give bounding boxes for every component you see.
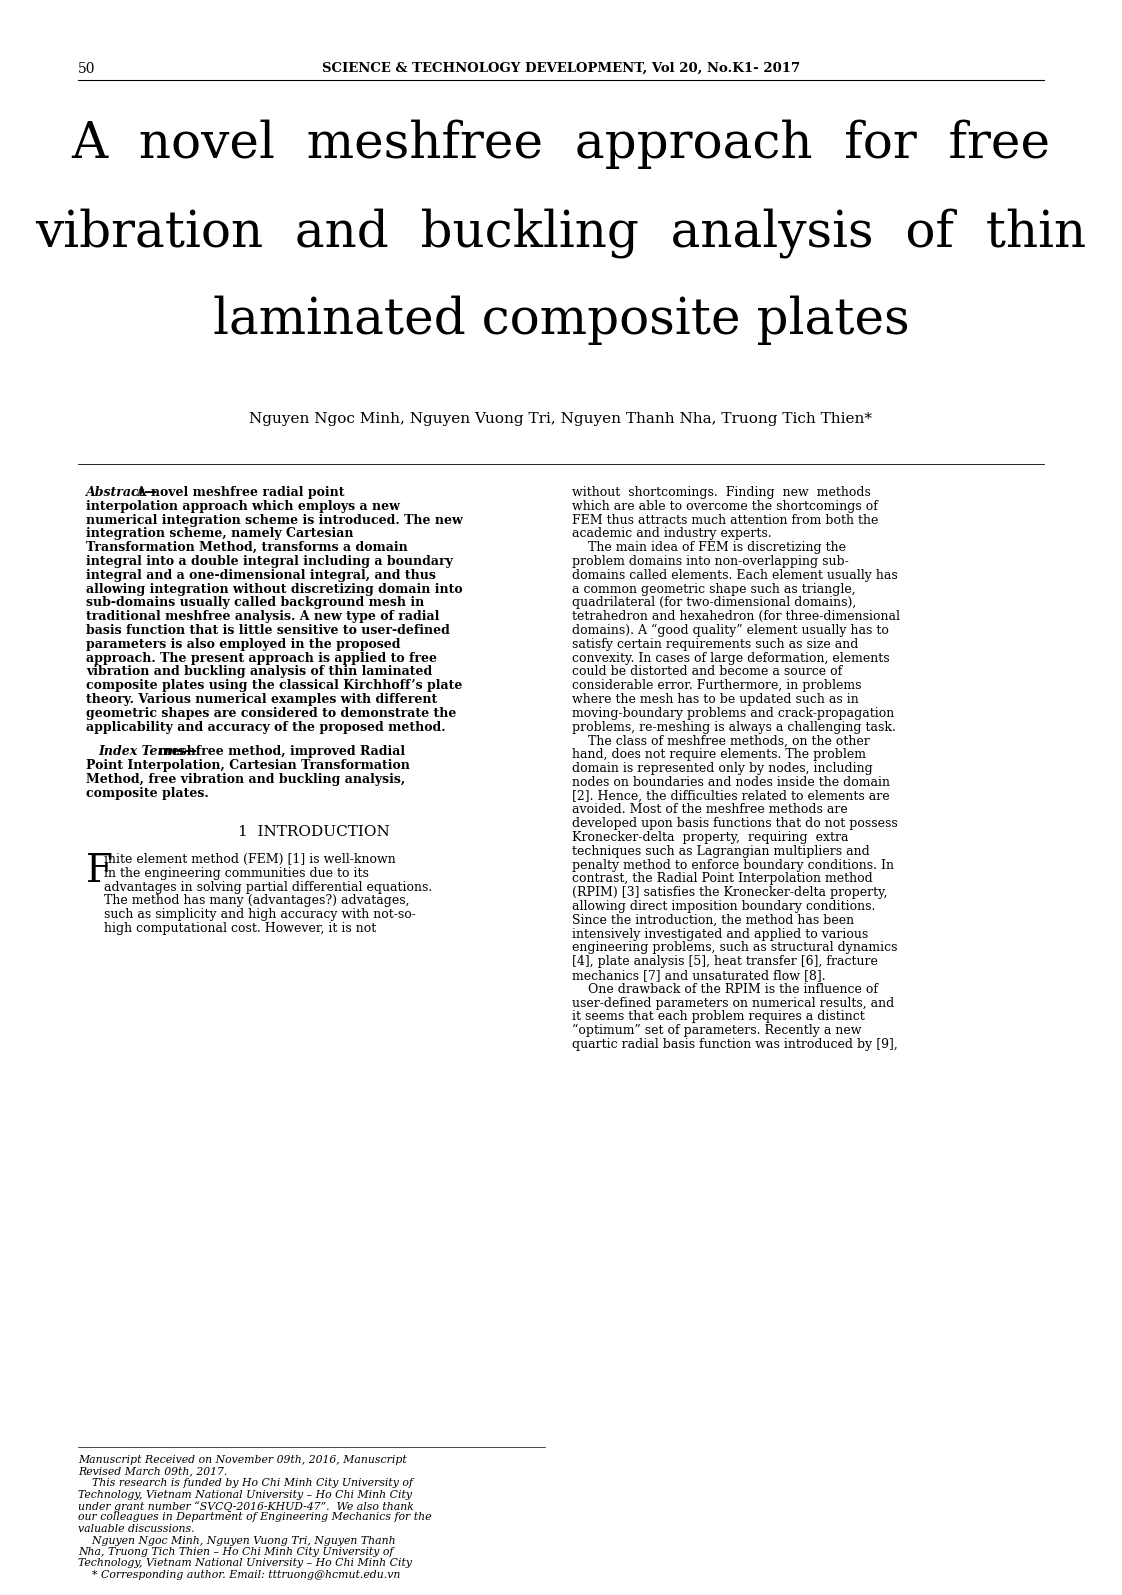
Text: A  novel  meshfree  approach  for  free: A novel meshfree approach for free [72, 120, 1050, 169]
Text: sub-domains usually called background mesh in: sub-domains usually called background me… [86, 597, 424, 609]
Text: Point Interpolation, Cartesian Transformation: Point Interpolation, Cartesian Transform… [86, 759, 410, 772]
Text: applicability and accuracy of the proposed method.: applicability and accuracy of the propos… [86, 721, 445, 734]
Text: our colleagues in Department of Engineering Mechanics for the: our colleagues in Department of Engineer… [79, 1512, 432, 1523]
Text: where the mesh has to be updated such as in: where the mesh has to be updated such as… [572, 692, 858, 707]
Text: a common geometric shape such as triangle,: a common geometric shape such as triangl… [572, 582, 856, 595]
Text: SCIENCE & TECHNOLOGY DEVELOPMENT, Vol 20, No.K1- 2017: SCIENCE & TECHNOLOGY DEVELOPMENT, Vol 20… [322, 62, 800, 75]
Text: contrast, the Radial Point Interpolation method: contrast, the Radial Point Interpolation… [572, 872, 873, 885]
Text: theory. Various numerical examples with different: theory. Various numerical examples with … [86, 692, 438, 707]
Text: convexity. In cases of large deformation, elements: convexity. In cases of large deformation… [572, 652, 890, 665]
Text: The class of meshfree methods, on the other: The class of meshfree methods, on the ot… [572, 734, 870, 748]
Text: This research is funded by Ho Chi Minh City University of: This research is funded by Ho Chi Minh C… [79, 1479, 413, 1488]
Text: composite plates.: composite plates. [86, 786, 209, 799]
Text: Nha, Truong Tich Thien – Ho Chi Minh City University of: Nha, Truong Tich Thien – Ho Chi Minh Cit… [79, 1547, 394, 1557]
Text: intensively investigated and applied to various: intensively investigated and applied to … [572, 928, 868, 941]
Text: nodes on boundaries and nodes inside the domain: nodes on boundaries and nodes inside the… [572, 775, 890, 790]
Text: composite plates using the classical Kirchhoff’s plate: composite plates using the classical Kir… [86, 679, 462, 692]
Text: basis function that is little sensitive to user-defined: basis function that is little sensitive … [86, 624, 450, 636]
Text: tetrahedron and hexahedron (for three-dimensional: tetrahedron and hexahedron (for three-di… [572, 611, 900, 624]
Text: could be distorted and become a source of: could be distorted and become a source o… [572, 665, 843, 678]
Text: such as simplicity and high accuracy with not-so-: such as simplicity and high accuracy wit… [104, 908, 416, 922]
Text: meshfree method, improved Radial: meshfree method, improved Radial [154, 745, 405, 759]
Text: [2]. Hence, the difficulties related to elements are: [2]. Hence, the difficulties related to … [572, 790, 890, 802]
Text: A novel meshfree radial point: A novel meshfree radial point [128, 486, 344, 499]
Text: problems, re-meshing is always a challenging task.: problems, re-meshing is always a challen… [572, 721, 895, 734]
Text: without  shortcomings.  Finding  new  methods: without shortcomings. Finding new method… [572, 486, 871, 499]
Text: high computational cost. However, it is not: high computational cost. However, it is … [104, 922, 376, 935]
Text: domains). A “good quality” element usually has to: domains). A “good quality” element usual… [572, 624, 889, 638]
Text: The main idea of FEM is discretizing the: The main idea of FEM is discretizing the [572, 541, 846, 553]
Text: satisfy certain requirements such as size and: satisfy certain requirements such as siz… [572, 638, 858, 651]
Text: problem domains into non-overlapping sub-: problem domains into non-overlapping sub… [572, 555, 848, 568]
Text: engineering problems, such as structural dynamics: engineering problems, such as structural… [572, 941, 898, 954]
Text: * Corresponding author. Email: tttruong@hcmut.edu.vn: * Corresponding author. Email: tttruong@… [79, 1569, 401, 1581]
Text: penalty method to enforce boundary conditions. In: penalty method to enforce boundary condi… [572, 858, 894, 871]
Text: user-defined parameters on numerical results, and: user-defined parameters on numerical res… [572, 997, 894, 1010]
Text: Manuscript Received on November 09th, 2016, Manuscript: Manuscript Received on November 09th, 20… [79, 1455, 407, 1464]
Text: domain is represented only by nodes, including: domain is represented only by nodes, inc… [572, 762, 873, 775]
Text: integral and a one-dimensional integral, and thus: integral and a one-dimensional integral,… [86, 569, 435, 582]
Text: traditional meshfree analysis. A new type of radial: traditional meshfree analysis. A new typ… [86, 611, 440, 624]
Text: integration scheme, namely Cartesian: integration scheme, namely Cartesian [86, 528, 353, 541]
Text: which are able to overcome the shortcomings of: which are able to overcome the shortcomi… [572, 499, 877, 514]
Text: Nguyen Ngoc Minh, Nguyen Vuong Tri, Nguyen Thanh: Nguyen Ngoc Minh, Nguyen Vuong Tri, Nguy… [79, 1536, 396, 1546]
Text: F: F [86, 853, 113, 890]
Text: 50: 50 [79, 62, 95, 77]
Text: considerable error. Furthermore, in problems: considerable error. Furthermore, in prob… [572, 679, 862, 692]
Text: techniques such as Lagrangian multipliers and: techniques such as Lagrangian multiplier… [572, 845, 870, 858]
Text: inite element method (FEM) [1] is well-known: inite element method (FEM) [1] is well-k… [104, 853, 396, 866]
Text: allowing integration without discretizing domain into: allowing integration without discretizin… [86, 582, 462, 595]
Text: 1  INTRODUCTION: 1 INTRODUCTION [238, 826, 389, 839]
Text: Kronecker-delta  property,  requiring  extra: Kronecker-delta property, requiring extr… [572, 831, 848, 844]
Text: One drawback of the RPIM is the influence of: One drawback of the RPIM is the influenc… [572, 983, 879, 995]
Text: (RPIM) [3] satisfies the Kronecker-delta property,: (RPIM) [3] satisfies the Kronecker-delta… [572, 887, 888, 900]
Text: mechanics [7] and unsaturated flow [8].: mechanics [7] and unsaturated flow [8]. [572, 970, 826, 983]
Text: Abstract—: Abstract— [86, 486, 158, 499]
Text: valuable discussions.: valuable discussions. [79, 1523, 194, 1534]
Text: vibration and buckling analysis of thin laminated: vibration and buckling analysis of thin … [86, 665, 432, 678]
Text: laminated composite plates: laminated composite plates [213, 297, 909, 346]
Text: it seems that each problem requires a distinct: it seems that each problem requires a di… [572, 1010, 865, 1024]
Text: Since the introduction, the method has been: Since the introduction, the method has b… [572, 914, 854, 927]
Text: in the engineering communities due to its: in the engineering communities due to it… [104, 866, 369, 880]
Text: Transformation Method, transforms a domain: Transformation Method, transforms a doma… [86, 541, 407, 553]
Text: moving-boundary problems and crack-propagation: moving-boundary problems and crack-propa… [572, 707, 894, 719]
Text: integral into a double integral including a boundary: integral into a double integral includin… [86, 555, 453, 568]
Text: approach. The present approach is applied to free: approach. The present approach is applie… [86, 652, 436, 665]
Text: Index Terms—: Index Terms— [98, 745, 196, 759]
Text: under grant number “SVCQ-2016-KHUD-47”.  We also thank: under grant number “SVCQ-2016-KHUD-47”. … [79, 1501, 414, 1512]
Text: parameters is also employed in the proposed: parameters is also employed in the propo… [86, 638, 401, 651]
Text: The method has many (advantages?) advatages,: The method has many (advantages?) advata… [104, 895, 410, 908]
Text: geometric shapes are considered to demonstrate the: geometric shapes are considered to demon… [86, 707, 457, 719]
Text: Technology, Vietnam National University – Ho Chi Minh City: Technology, Vietnam National University … [79, 1558, 412, 1568]
Text: [4], plate analysis [5], heat transfer [6], fracture: [4], plate analysis [5], heat transfer [… [572, 955, 877, 968]
Text: allowing direct imposition boundary conditions.: allowing direct imposition boundary cond… [572, 900, 875, 912]
Text: vibration  and  buckling  analysis  of  thin: vibration and buckling analysis of thin [36, 207, 1086, 258]
Text: quadrilateral (for two-dimensional domains),: quadrilateral (for two-dimensional domai… [572, 597, 856, 609]
Text: Method, free vibration and buckling analysis,: Method, free vibration and buckling anal… [86, 774, 405, 786]
Text: “optimum” set of parameters. Recently a new: “optimum” set of parameters. Recently a … [572, 1024, 862, 1037]
Text: academic and industry experts.: academic and industry experts. [572, 528, 772, 541]
Text: numerical integration scheme is introduced. The new: numerical integration scheme is introduc… [86, 514, 462, 526]
Text: Revised March 09th, 2017.: Revised March 09th, 2017. [79, 1466, 228, 1477]
Text: interpolation approach which employs a new: interpolation approach which employs a n… [86, 499, 399, 514]
Text: avoided. Most of the meshfree methods are: avoided. Most of the meshfree methods ar… [572, 804, 848, 817]
Text: domains called elements. Each element usually has: domains called elements. Each element us… [572, 569, 898, 582]
Text: advantages in solving partial differential equations.: advantages in solving partial differenti… [104, 880, 432, 893]
Text: FEM thus attracts much attention from both the: FEM thus attracts much attention from bo… [572, 514, 879, 526]
Text: hand, does not require elements. The problem: hand, does not require elements. The pro… [572, 748, 866, 761]
Text: Nguyen Ngoc Minh, Nguyen Vuong Tri, Nguyen Thanh Nha, Truong Tich Thien*: Nguyen Ngoc Minh, Nguyen Vuong Tri, Nguy… [249, 412, 873, 426]
Text: developed upon basis functions that do not possess: developed upon basis functions that do n… [572, 817, 898, 831]
Text: Technology, Vietnam National University – Ho Chi Minh City: Technology, Vietnam National University … [79, 1490, 412, 1499]
Text: quartic radial basis function was introduced by [9],: quartic radial basis function was introd… [572, 1038, 898, 1051]
